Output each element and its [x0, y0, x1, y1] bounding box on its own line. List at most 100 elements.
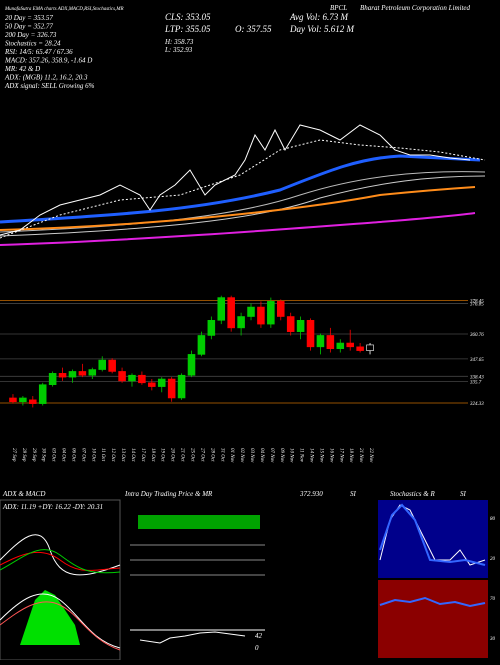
date-label: 04 Nov: [259, 448, 264, 463]
candle-body: [197, 335, 206, 355]
date-label: 22 Nov: [368, 448, 373, 463]
date-label: 27 Sep: [11, 448, 16, 462]
date-label: 15 Nov: [318, 448, 323, 463]
date-label: 03 Nov: [249, 448, 254, 463]
stoch-level: 80: [490, 517, 496, 522]
candle-body: [217, 297, 226, 321]
date-label: 21 Oct: [180, 448, 185, 462]
candle-body: [128, 374, 136, 382]
candle-body: [118, 371, 126, 382]
candle-body: [157, 378, 166, 387]
candle-body: [356, 346, 364, 351]
stoch-title: Stochastics & R: [390, 490, 435, 498]
candle-body: [247, 306, 255, 317]
date-label: 11 Nov: [299, 448, 304, 463]
mr-level: 0: [255, 644, 259, 652]
date-label: 28 Sep: [21, 448, 26, 462]
header-stat: RSI: 14/5: 65.47 / 67.36: [4, 48, 73, 56]
header-stat: 50 Day = 352.77: [5, 23, 53, 31]
price-avg: [0, 139, 486, 239]
candle-body: [237, 316, 245, 329]
quote-stat: L: 352.93: [164, 46, 193, 54]
date-label: 17 Nov: [338, 448, 343, 463]
candle-body: [267, 301, 275, 325]
candle-body: [38, 384, 47, 404]
date-label: 18 Nov: [348, 448, 353, 463]
date-label: 18 Oct: [150, 448, 155, 462]
intraday-panel: Intra Day Trading Price & MR 372.930 SI …: [124, 490, 357, 652]
candle-body: [346, 342, 354, 348]
mr-level: 42: [255, 632, 263, 640]
header-stat: 200 Day = 326.73: [5, 31, 57, 39]
header-stat: 20 Day = 353.57: [5, 14, 53, 22]
candle-body: [98, 359, 107, 370]
date-label: 01 Nov: [229, 448, 234, 463]
candle-body: [326, 335, 335, 350]
date-label: 21 Nov: [358, 448, 363, 463]
candle-body: [148, 382, 156, 387]
quote-stat: CLS: 353.05: [165, 12, 211, 22]
rsi-level: 70: [490, 597, 496, 602]
date-label: 04 Oct: [61, 448, 66, 462]
date-label: 27 Oct: [199, 448, 204, 462]
candle-body: [227, 297, 235, 329]
header-stat: ADX signal: SELL Growing 6%: [4, 82, 95, 90]
candle-body: [296, 320, 305, 332]
header-stat: ADX: (MGB) 11.2, 16.2, 20.3: [4, 74, 88, 82]
candle-body: [9, 397, 17, 403]
date-label: 30 Sep: [41, 448, 46, 462]
candle-body: [276, 301, 285, 317]
date-label: 07 Nov: [269, 448, 274, 463]
candle-body: [19, 397, 27, 403]
ema-200: [0, 212, 476, 246]
date-label: 02 Nov: [239, 448, 244, 463]
quote-stat: O: 357.55: [235, 24, 272, 34]
date-label: 14 Nov: [309, 448, 314, 463]
ema-50b: [0, 175, 486, 237]
date-label: 28 Oct: [209, 448, 214, 462]
adx-title: ADX & MACD: [2, 490, 45, 498]
date-label: 11 Oct: [100, 448, 105, 462]
date-label: 12 Oct: [110, 448, 115, 462]
date-label: 13 Oct: [120, 448, 125, 462]
stoch-d: [379, 503, 486, 566]
candle-body: [316, 335, 325, 348]
price-level-label: 347.65: [470, 358, 484, 363]
candle-body: [177, 374, 186, 399]
volume-stat: Day Vol: 5.612 M: [289, 24, 354, 34]
header: MunafaSutra EMA charts ADX,MACD,RSI,Stoc…: [4, 4, 470, 12]
price-level-label: 376.85: [470, 303, 484, 308]
price-level-label: 378.45: [470, 300, 484, 305]
date-label: 10 Oct: [90, 448, 95, 462]
date-label: 06 Oct: [70, 448, 75, 462]
candle-body: [286, 316, 295, 332]
dy-minus: [0, 551, 121, 571]
adx-values: ADX: 11.19 +DY: 16.22 -DY: 20.31: [2, 503, 103, 511]
candle-body: [48, 373, 57, 385]
date-label: 19 Oct: [160, 448, 165, 462]
macd-signal: [0, 601, 121, 651]
intraday-si: SI: [350, 490, 357, 498]
header-stat: MACD: 357.26, 358.9, -1.64 D: [4, 57, 92, 65]
quote-stat: H: 358.73: [164, 38, 194, 46]
company: Bharat Petroleum Corporation Limited: [360, 4, 470, 12]
stoch-level: 20: [490, 557, 496, 562]
macd-line: [0, 593, 121, 649]
quote-stat: LTP: 355.05: [164, 24, 211, 34]
stoch-si: SI: [460, 490, 467, 498]
candle-body: [366, 344, 374, 351]
rsi-bg: [378, 580, 488, 658]
ema-100: [0, 186, 476, 231]
candle-body: [257, 306, 265, 325]
rsi: [379, 596, 486, 608]
date-label: 29 Sep: [31, 448, 36, 462]
intraday-candles: [138, 515, 260, 529]
price-level-label: 360.76: [470, 333, 484, 338]
date-label: 03 Oct: [51, 448, 56, 462]
intraday-title: Intra Day Trading Price & MR: [124, 490, 213, 498]
date-label: 10 Nov: [289, 448, 294, 463]
dy-plus: [0, 549, 121, 574]
candle-body: [29, 399, 37, 404]
candle-body: [187, 354, 196, 376]
price-level-label: 338.43: [470, 375, 484, 380]
